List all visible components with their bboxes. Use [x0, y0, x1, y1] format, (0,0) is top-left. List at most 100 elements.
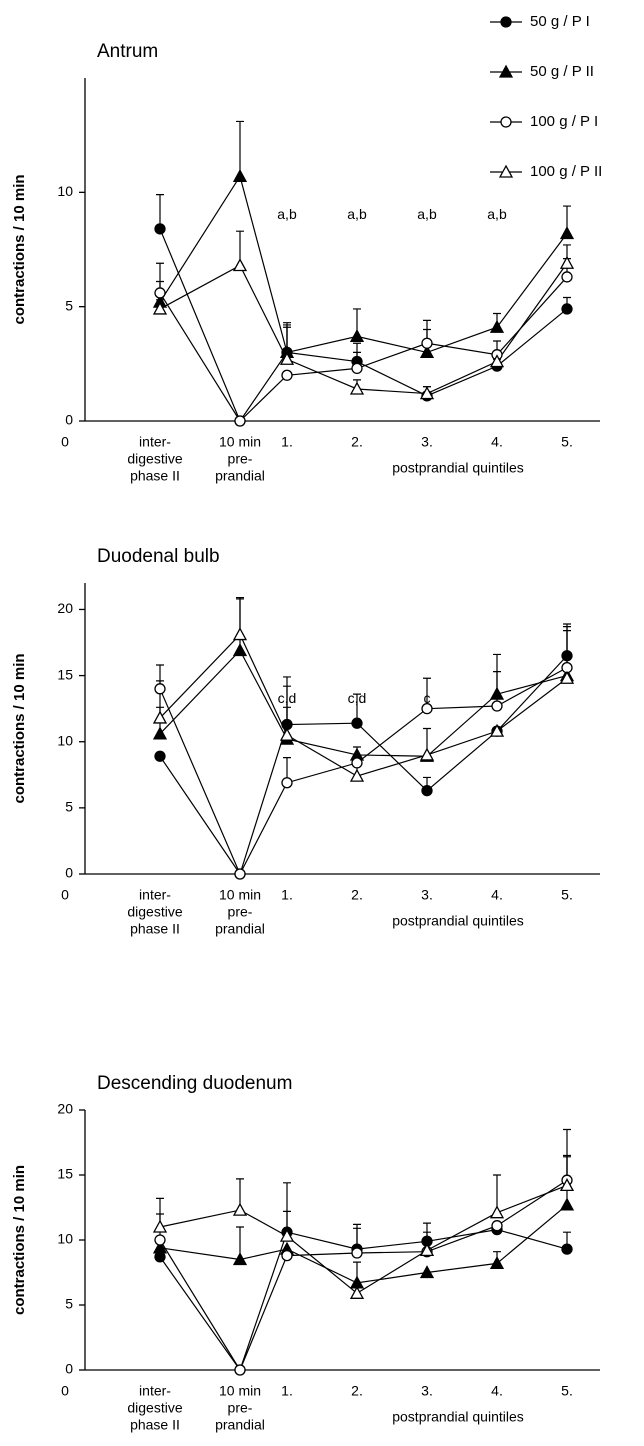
y-axis-label: contractions / 10 min	[11, 174, 28, 324]
y-tick-label: 0	[65, 1361, 73, 1377]
legend-marker	[500, 16, 512, 28]
x-tick-label: digestive	[127, 1400, 182, 1416]
marker	[234, 415, 246, 427]
marker	[232, 258, 248, 272]
marker	[561, 303, 573, 315]
x-tick-label: 1.	[281, 1383, 293, 1399]
x-tick-label: digestive	[127, 904, 182, 920]
x-tick-label: phase II	[130, 468, 180, 484]
series-line	[159, 1184, 568, 1295]
y-tick-label: 5	[65, 297, 73, 313]
series-line	[159, 228, 568, 423]
y-tick-label: 10	[57, 732, 73, 748]
x-tick-label: pre-	[228, 1400, 253, 1416]
marker	[489, 1256, 505, 1270]
marker	[152, 1219, 168, 1233]
legend-marker	[498, 64, 514, 78]
marker	[234, 1364, 246, 1376]
marker	[349, 381, 365, 395]
marker	[489, 1205, 505, 1219]
marker	[152, 301, 168, 315]
marker	[421, 337, 433, 349]
x-tick-label: pre-	[228, 904, 253, 920]
annotation: a,b	[487, 206, 507, 222]
chart-title: Duodenal bulb	[97, 546, 220, 567]
marker	[489, 354, 505, 368]
marker	[421, 785, 433, 797]
legend-marker	[498, 164, 514, 178]
marker	[559, 1178, 575, 1192]
y-tick-label: 15	[57, 1166, 73, 1182]
x-tick-label: prandial	[215, 468, 265, 484]
x-tick-label: 4.	[491, 1383, 503, 1399]
marker	[232, 1252, 248, 1266]
x-tick-label: 10 min	[219, 887, 261, 903]
x-tick-label: 3.	[421, 434, 433, 450]
chart-title: Antrum	[97, 41, 158, 62]
marker	[419, 1243, 435, 1257]
marker	[154, 750, 166, 762]
marker	[281, 777, 293, 789]
y-axis-label: contractions / 10 min	[11, 653, 28, 803]
marker	[279, 1228, 295, 1242]
x-tick-label: phase II	[130, 921, 180, 937]
legend-label: 50 g / P I	[530, 13, 590, 30]
y-axis-label: contractions / 10 min	[11, 1165, 28, 1315]
x-origin-label: 0	[61, 887, 69, 903]
legend-label: 100 g / P II	[530, 163, 602, 180]
marker	[281, 369, 293, 381]
x-tick-label: 5.	[561, 434, 573, 450]
marker	[559, 255, 575, 269]
annotation: a,b	[417, 206, 437, 222]
series-line	[159, 1204, 568, 1284]
series-line	[159, 1228, 568, 1372]
x-tick-label: inter-	[139, 1383, 171, 1399]
marker	[419, 747, 435, 761]
marker	[419, 1265, 435, 1279]
x-tick-label: 1.	[281, 887, 293, 903]
x-tick-label: 2.	[351, 434, 363, 450]
y-tick-label: 20	[57, 600, 73, 616]
x-tick-label: 5.	[561, 887, 573, 903]
marker	[154, 287, 166, 299]
marker	[351, 1247, 363, 1259]
group-label: postprandial quintiles	[392, 1409, 524, 1425]
marker	[561, 650, 573, 662]
y-tick-label: 0	[65, 865, 73, 881]
y-tick-label: 20	[57, 1101, 73, 1117]
marker	[561, 1243, 573, 1255]
marker	[349, 329, 365, 343]
marker	[351, 362, 363, 375]
x-tick-label: 10 min	[219, 434, 261, 450]
marker	[491, 700, 503, 712]
legend-marker	[500, 116, 512, 128]
marker	[489, 319, 505, 333]
annotation: a,b	[347, 206, 367, 222]
y-tick-label: 0	[65, 412, 73, 428]
marker	[419, 345, 435, 359]
x-tick-label: pre-	[228, 451, 253, 467]
x-tick-label: 4.	[491, 887, 503, 903]
group-label: postprandial quintiles	[392, 913, 524, 929]
y-tick-label: 10	[57, 1231, 73, 1247]
x-tick-label: 2.	[351, 1383, 363, 1399]
x-tick-label: prandial	[215, 921, 265, 937]
x-tick-label: phase II	[130, 1417, 180, 1433]
marker	[232, 643, 248, 657]
marker	[559, 226, 575, 240]
x-origin-label: 0	[61, 1383, 69, 1399]
x-tick-label: inter-	[139, 887, 171, 903]
marker	[351, 757, 363, 769]
marker	[234, 868, 246, 880]
marker	[152, 1240, 168, 1254]
marker	[489, 686, 505, 700]
series-line	[159, 655, 568, 876]
marker	[349, 1285, 365, 1299]
x-tick-label: 2.	[351, 887, 363, 903]
x-tick-label: 5.	[561, 1383, 573, 1399]
marker	[232, 168, 248, 182]
legend-label: 100 g / P I	[530, 113, 598, 130]
marker	[559, 1197, 575, 1211]
marker	[351, 717, 363, 729]
